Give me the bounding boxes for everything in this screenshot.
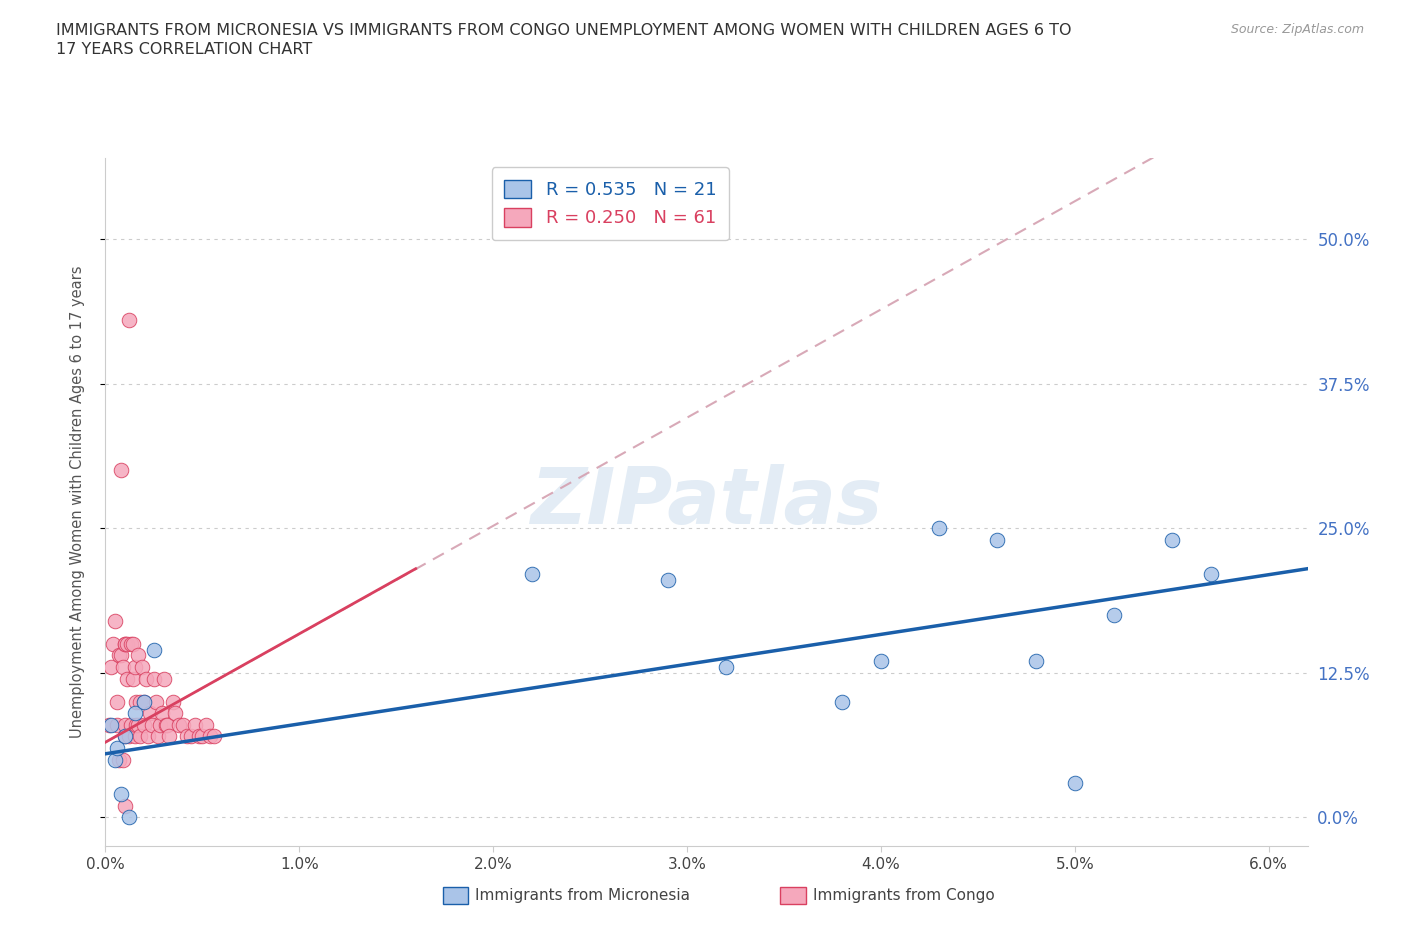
Point	[118, 312, 141, 327]
Point	[183, 717, 205, 732]
Point	[1199, 567, 1222, 582]
Point	[1102, 607, 1125, 622]
Point	[115, 671, 138, 686]
Point	[831, 695, 853, 710]
Point	[110, 463, 132, 478]
Point	[124, 729, 146, 744]
Point	[1064, 776, 1087, 790]
Point	[202, 729, 225, 744]
Point	[129, 695, 152, 710]
Point	[1160, 532, 1182, 547]
Point	[657, 573, 679, 588]
Point	[172, 717, 194, 732]
Point	[120, 636, 142, 651]
Point	[114, 636, 136, 651]
Point	[870, 654, 893, 669]
Point	[124, 659, 146, 674]
Point	[134, 717, 156, 732]
Point	[714, 659, 737, 674]
Point	[198, 729, 221, 744]
Point	[134, 695, 156, 710]
Point	[127, 648, 149, 663]
Point	[139, 706, 162, 721]
Point	[115, 636, 138, 651]
Point	[118, 810, 141, 825]
Point	[110, 787, 132, 802]
Legend: R = 0.535   N = 21, R = 0.250   N = 61: R = 0.535 N = 21, R = 0.250 N = 61	[492, 167, 730, 240]
Point	[108, 648, 131, 663]
Point	[105, 717, 128, 732]
Text: Immigrants from Micronesia: Immigrants from Micronesia	[475, 888, 690, 903]
Point	[520, 567, 543, 582]
Point	[195, 717, 218, 732]
Point	[105, 740, 128, 755]
Text: Immigrants from Congo: Immigrants from Congo	[813, 888, 994, 903]
Point	[135, 671, 157, 686]
Point	[146, 729, 169, 744]
Point	[191, 729, 214, 744]
Point	[156, 717, 179, 732]
Point	[136, 729, 159, 744]
Point	[100, 659, 122, 674]
Point	[98, 717, 121, 732]
Point	[176, 729, 198, 744]
Point	[124, 706, 146, 721]
Point	[114, 729, 136, 744]
Point	[928, 521, 950, 536]
Point	[187, 729, 209, 744]
Point	[114, 798, 136, 813]
Text: 17 YEARS CORRELATION CHART: 17 YEARS CORRELATION CHART	[56, 42, 312, 57]
Point	[114, 636, 136, 651]
Point	[105, 695, 128, 710]
Point	[104, 613, 127, 628]
Point	[131, 659, 153, 674]
Point	[180, 729, 202, 744]
Point	[152, 671, 174, 686]
Text: IMMIGRANTS FROM MICRONESIA VS IMMIGRANTS FROM CONGO UNEMPLOYMENT AMONG WOMEN WIT: IMMIGRANTS FROM MICRONESIA VS IMMIGRANTS…	[56, 23, 1071, 38]
Point	[167, 717, 190, 732]
Point	[134, 695, 156, 710]
Point	[110, 648, 132, 663]
Point	[104, 752, 127, 767]
Point	[1025, 654, 1047, 669]
Point	[162, 695, 184, 710]
Text: ZIPatlas: ZIPatlas	[530, 464, 883, 540]
Point	[165, 706, 187, 721]
Point	[125, 695, 148, 710]
Point	[114, 717, 136, 732]
Point	[150, 706, 173, 721]
Point	[114, 729, 136, 744]
Point	[108, 752, 131, 767]
Point	[111, 659, 134, 674]
Point	[155, 717, 177, 732]
Point	[145, 695, 167, 710]
Y-axis label: Unemployment Among Women with Children Ages 6 to 17 years: Unemployment Among Women with Children A…	[70, 266, 84, 738]
Point	[120, 717, 142, 732]
Point	[149, 717, 172, 732]
Point	[159, 729, 181, 744]
Point	[125, 717, 148, 732]
Text: Source: ZipAtlas.com: Source: ZipAtlas.com	[1230, 23, 1364, 36]
Point	[127, 717, 149, 732]
Point	[129, 729, 152, 744]
Point	[986, 532, 1008, 547]
Point	[103, 636, 125, 651]
Point	[121, 671, 143, 686]
Point	[141, 717, 163, 732]
Point	[111, 752, 134, 767]
Point	[142, 643, 165, 658]
Point	[121, 636, 143, 651]
Point	[118, 729, 141, 744]
Point	[142, 671, 165, 686]
Point	[100, 717, 122, 732]
